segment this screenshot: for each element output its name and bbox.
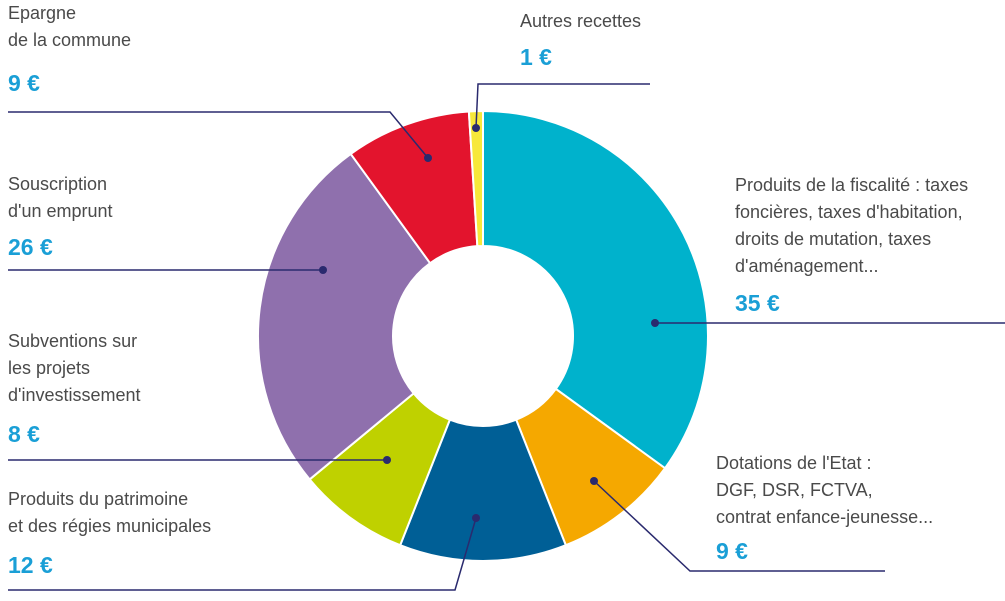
- value-label: 9 €: [8, 70, 40, 96]
- leader-dot: [590, 477, 598, 485]
- value-label: 1 €: [520, 44, 552, 70]
- slice: [398, 418, 568, 562]
- value-label: 9 €: [716, 538, 748, 564]
- category-label: Produits du patrimoine et des régies mun…: [8, 489, 212, 536]
- leader-dot: [651, 319, 659, 327]
- slices: [257, 109, 709, 562]
- category-label: Produits de la fiscalité : taxes foncièr…: [735, 175, 969, 276]
- leader-dot: [383, 456, 391, 464]
- leader: [475, 83, 650, 129]
- value-label: 8 €: [8, 421, 40, 447]
- category-label: Souscription d'un emprunt: [8, 174, 113, 221]
- value-label: 12 €: [8, 552, 53, 578]
- leader-dot: [472, 124, 480, 132]
- leader-dot: [319, 266, 327, 274]
- slice: [467, 109, 484, 248]
- leaders: [8, 83, 1005, 591]
- category-label: Subventions sur les projets d'investisse…: [8, 331, 141, 405]
- leader: [8, 111, 429, 159]
- category-label: Autres recettes: [520, 11, 642, 31]
- slice: [257, 152, 432, 481]
- leader-dot: [472, 514, 480, 522]
- category-label: Epargne de la commune: [8, 3, 132, 50]
- leader: [593, 480, 885, 572]
- slice: [482, 109, 709, 470]
- leader-dot: [424, 154, 432, 162]
- value-label: 26 €: [8, 234, 53, 260]
- leader: [8, 517, 477, 591]
- category-label: Dotations de l'Etat : DGF, DSR, FCTVA, c…: [716, 453, 934, 527]
- value-label: 35 €: [735, 290, 780, 316]
